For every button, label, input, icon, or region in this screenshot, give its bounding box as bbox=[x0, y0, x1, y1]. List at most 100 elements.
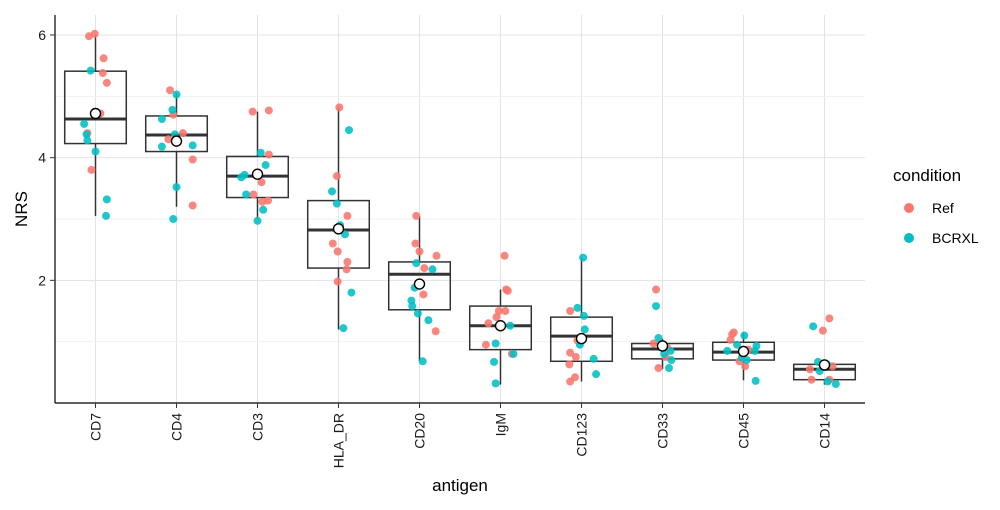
point-bcrxl bbox=[428, 265, 437, 274]
point-ref bbox=[98, 69, 107, 78]
point-ref bbox=[257, 178, 266, 187]
point-ref bbox=[500, 251, 509, 260]
x-tick-label: CD45 bbox=[736, 413, 752, 449]
point-bcrxl bbox=[660, 349, 669, 358]
point-ref bbox=[164, 135, 173, 144]
point-ref bbox=[102, 78, 111, 87]
point-ref bbox=[825, 314, 834, 323]
x-tick-label: CD123 bbox=[574, 413, 590, 457]
x-tick-label: CD14 bbox=[817, 413, 833, 449]
point-bcrxl bbox=[579, 311, 588, 320]
point-ref bbox=[652, 285, 661, 294]
point-ref bbox=[249, 190, 258, 199]
mean-marker bbox=[656, 340, 669, 352]
legend-label-ref: Ref bbox=[932, 200, 954, 216]
point-bcrxl bbox=[742, 356, 751, 365]
mean-layer bbox=[89, 107, 831, 371]
point-ref bbox=[90, 29, 99, 38]
point-layer bbox=[80, 29, 840, 388]
x-tick-label: IgM bbox=[493, 413, 509, 436]
point-bcrxl bbox=[592, 370, 601, 379]
point-bcrxl bbox=[332, 199, 341, 208]
mean-marker bbox=[494, 320, 507, 332]
point-ref bbox=[654, 364, 663, 373]
point-ref bbox=[166, 86, 175, 95]
point-bcrxl bbox=[102, 211, 111, 220]
point-bcrxl bbox=[424, 316, 433, 325]
point-ref bbox=[411, 239, 420, 248]
point-bcrxl bbox=[157, 142, 166, 151]
point-ref bbox=[87, 165, 96, 174]
point-bcrxl bbox=[347, 288, 356, 297]
point-ref bbox=[343, 211, 352, 220]
box bbox=[63, 70, 128, 145]
x-axis-title: antigen bbox=[432, 476, 488, 495]
legend-item-ref: Ref bbox=[904, 200, 954, 216]
point-bcrxl bbox=[253, 216, 262, 225]
legend: condition Ref BCRXL bbox=[893, 166, 979, 246]
point-bcrxl bbox=[579, 253, 588, 262]
point-ref bbox=[566, 377, 575, 386]
axes bbox=[54, 15, 865, 404]
x-tick-label: CD3 bbox=[250, 413, 266, 441]
point-bcrxl bbox=[664, 364, 673, 373]
point-bcrxl bbox=[413, 309, 422, 318]
y-tick-label: 2 bbox=[38, 272, 46, 288]
point-bcrxl bbox=[831, 379, 840, 388]
point-bcrxl bbox=[328, 187, 337, 196]
mean-marker bbox=[332, 223, 345, 235]
y-axis-title: NRS bbox=[12, 191, 31, 227]
mean-marker bbox=[818, 359, 831, 371]
point-ref bbox=[188, 201, 197, 210]
point-ref bbox=[342, 265, 351, 274]
point-bcrxl bbox=[652, 302, 661, 311]
point-ref bbox=[328, 239, 337, 248]
point-bcrxl bbox=[83, 136, 92, 145]
point-bcrxl bbox=[242, 190, 251, 199]
x-tick-label: CD20 bbox=[412, 413, 428, 449]
point-bcrxl bbox=[256, 148, 265, 157]
point-ref bbox=[248, 107, 257, 116]
point-ref bbox=[258, 197, 267, 206]
mean-marker bbox=[737, 345, 750, 358]
mean-marker bbox=[89, 107, 102, 120]
point-bcrxl bbox=[491, 339, 500, 348]
point-ref bbox=[566, 348, 575, 357]
point-bcrxl bbox=[580, 325, 589, 334]
point-ref bbox=[501, 307, 510, 315]
point-ref bbox=[565, 360, 574, 369]
point-ref bbox=[566, 307, 575, 315]
point-bcrxl bbox=[412, 259, 421, 268]
point-bcrxl bbox=[408, 302, 417, 311]
grid-lines bbox=[55, 15, 865, 403]
legend-swatch-ref bbox=[904, 203, 914, 213]
point-ref bbox=[649, 339, 658, 348]
x-tick-label: HLA_DR bbox=[331, 413, 347, 468]
point-bcrxl bbox=[667, 356, 676, 365]
point-ref bbox=[431, 327, 440, 336]
y-tick-label: 6 bbox=[38, 27, 46, 43]
point-ref bbox=[726, 335, 735, 344]
point-bcrxl bbox=[339, 324, 348, 333]
point-ref bbox=[492, 313, 501, 322]
point-ref bbox=[484, 319, 493, 328]
point-ref bbox=[264, 150, 273, 159]
point-bcrxl bbox=[102, 195, 111, 204]
y-ticks: 2 4 6 bbox=[38, 27, 55, 288]
point-bcrxl bbox=[509, 349, 518, 358]
point-ref bbox=[412, 211, 421, 220]
point-ref bbox=[481, 340, 490, 349]
point-ref bbox=[188, 155, 197, 164]
point-bcrxl bbox=[491, 379, 500, 388]
point-ref bbox=[571, 353, 580, 361]
point-bcrxl bbox=[169, 215, 178, 223]
point-bcrxl bbox=[345, 126, 354, 135]
point-ref bbox=[332, 172, 341, 181]
point-bcrxl bbox=[80, 119, 89, 128]
point-bcrxl bbox=[723, 346, 732, 355]
point-bcrxl bbox=[809, 322, 818, 331]
point-bcrxl bbox=[168, 105, 177, 114]
point-ref bbox=[333, 277, 342, 286]
point-bcrxl bbox=[261, 161, 270, 170]
point-bcrxl bbox=[740, 331, 749, 340]
